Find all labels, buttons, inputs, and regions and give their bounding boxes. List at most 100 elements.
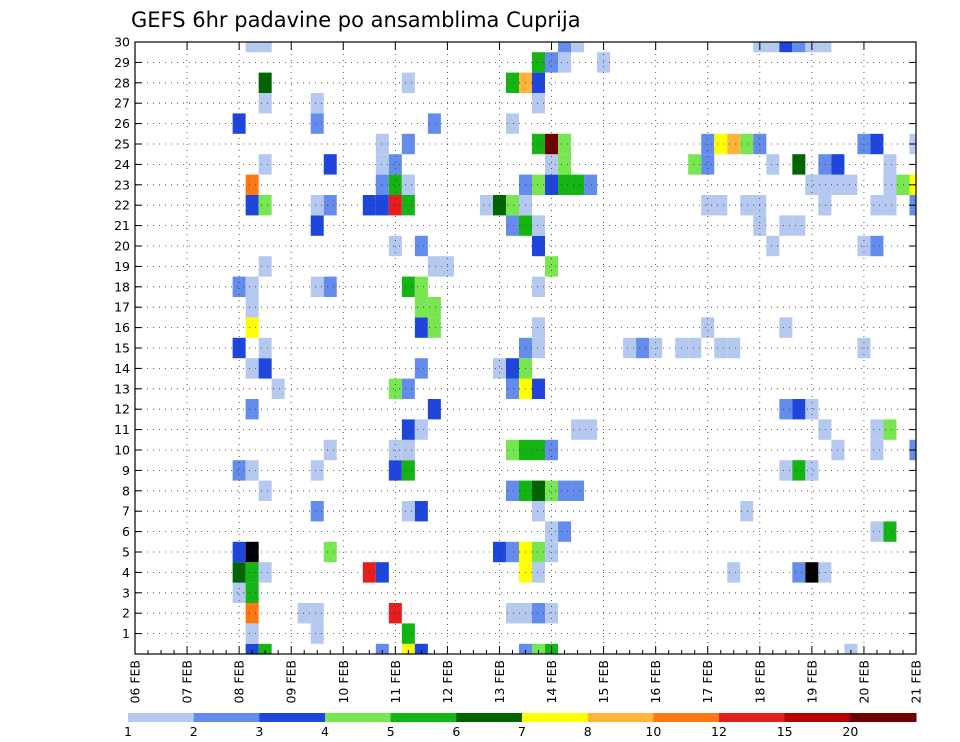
heatmap-cell <box>297 603 311 624</box>
heatmap-cell <box>401 174 415 195</box>
heatmap-cell <box>766 235 780 257</box>
heatmap-cell <box>870 195 884 216</box>
heatmap-cell <box>701 154 715 175</box>
heatmap-cell <box>545 603 559 624</box>
y-tick-label: 28 <box>114 75 130 90</box>
heatmap-cell <box>401 419 415 440</box>
heatmap-cell <box>883 154 897 175</box>
heatmap-cell <box>883 195 897 216</box>
heatmap-cell <box>427 399 441 420</box>
x-tick-label: 14 FEB <box>544 660 559 704</box>
heatmap-cell <box>401 501 415 522</box>
heatmap-cell <box>532 52 546 73</box>
heatmap-cell <box>245 174 259 195</box>
x-tick-label: 09 FEB <box>284 660 299 704</box>
heatmap-cell <box>571 419 585 440</box>
heatmap-cell <box>779 399 793 420</box>
y-tick-label: 11 <box>114 422 130 437</box>
heatmap-cell <box>258 480 272 501</box>
y-tick-label: 22 <box>114 198 130 213</box>
colorbar-legend: 1 2 3 4 5 6 7 8 10 12 15 20 <box>124 713 917 739</box>
grid-lines <box>135 42 916 654</box>
y-tick-label: 10 <box>114 443 130 458</box>
x-tick-label: 10 FEB <box>336 660 351 704</box>
heatmap-cell <box>558 133 572 155</box>
x-tick-label: 17 FEB <box>700 660 715 704</box>
x-tick-label: 21 FEB <box>909 660 924 704</box>
heatmap-cell <box>571 174 585 195</box>
heatmap-cell <box>779 215 793 236</box>
heatmap-cell <box>792 399 806 420</box>
y-tick-label: 4 <box>122 565 130 580</box>
heatmap-cell <box>584 419 598 440</box>
heatmap-cell <box>401 276 415 297</box>
colorbar-label: 15 <box>777 724 793 739</box>
heatmap-cell <box>714 337 728 359</box>
heatmap-cell <box>571 480 585 501</box>
heatmap-cell <box>232 276 246 297</box>
heatmap-cell <box>532 337 546 359</box>
heatmap-cell <box>245 562 259 583</box>
x-tick-label: 16 FEB <box>648 660 663 704</box>
y-tick-label: 25 <box>114 137 130 152</box>
heatmap-cell <box>427 317 441 338</box>
heatmap-cell <box>818 42 832 53</box>
heatmap-cell <box>375 154 389 175</box>
heatmap-cell <box>505 378 519 399</box>
heatmap-cell <box>310 276 324 297</box>
heatmap-cell <box>727 562 741 583</box>
heatmap-cell <box>896 174 910 195</box>
heatmap-cell <box>701 317 715 338</box>
heatmap-cell <box>870 235 884 257</box>
y-tick-label: 1 <box>122 626 130 641</box>
heatmap-cell <box>766 154 780 175</box>
heatmap-cell <box>740 133 754 155</box>
heatmap-cell <box>532 603 546 624</box>
heatmap-cell <box>258 93 272 114</box>
heatmap-cell <box>792 215 806 236</box>
heatmap-cell <box>532 72 546 93</box>
heatmap-cell <box>870 521 884 542</box>
heatmap-cell <box>375 643 389 654</box>
y-tick-label: 3 <box>122 585 130 600</box>
heatmap-cell <box>323 195 337 216</box>
heatmap-cell <box>636 337 650 359</box>
heatmap-cell <box>505 480 519 501</box>
colorbar-swatch <box>587 713 654 722</box>
heatmap-cell <box>532 501 546 522</box>
y-tick-label: 30 <box>114 35 130 50</box>
heatmap-cell <box>401 439 415 461</box>
heatmap-cell <box>245 317 259 338</box>
heatmap-cell <box>245 297 259 318</box>
heatmap-cell <box>532 378 546 399</box>
heatmap-cell <box>532 93 546 114</box>
y-tick-label: 24 <box>114 157 130 172</box>
heatmap-cell <box>545 480 559 501</box>
heatmap-cell <box>245 42 259 53</box>
heatmap-cell <box>271 378 285 399</box>
heatmap-cell <box>245 623 259 644</box>
y-tick-label: 2 <box>122 606 130 621</box>
colorbar-label: 5 <box>387 724 395 739</box>
heatmap-cell <box>492 358 506 379</box>
heatmap-cell <box>545 154 559 175</box>
heatmap-cell <box>323 439 337 461</box>
colorbar-swatch <box>850 713 917 722</box>
heatmap-cell <box>388 174 402 195</box>
colorbar-swatch <box>390 713 457 722</box>
heatmap-cell <box>245 603 259 624</box>
y-tick-label: 23 <box>114 177 130 192</box>
heatmap-cell <box>532 562 546 583</box>
heatmap-cell <box>414 235 428 257</box>
heatmap-cell <box>805 174 819 195</box>
heatmap-cell <box>532 235 546 257</box>
y-tick-label: 15 <box>114 341 130 356</box>
heatmap-cell <box>401 460 415 481</box>
heatmap-cell <box>414 276 428 297</box>
heatmap-cell <box>558 154 572 175</box>
colorbar-label: 20 <box>842 724 858 739</box>
x-tick-label: 08 FEB <box>232 660 247 704</box>
colorbar-label: 7 <box>518 724 526 739</box>
heatmap-cell <box>310 195 324 216</box>
heatmap-cell <box>844 643 858 654</box>
